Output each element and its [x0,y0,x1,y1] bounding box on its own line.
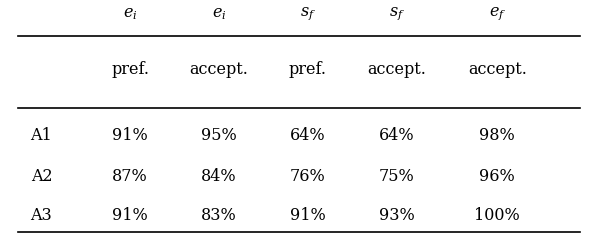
Text: 91%: 91% [112,207,148,224]
Text: A2: A2 [31,168,52,185]
Text: 84%: 84% [201,168,237,185]
Text: $e_i$: $e_i$ [212,5,226,22]
Text: accept.: accept. [468,61,527,78]
Text: 91%: 91% [112,127,148,144]
Text: 64%: 64% [290,127,326,144]
Text: pref.: pref. [289,61,327,78]
Text: 98%: 98% [480,127,515,144]
Text: accept.: accept. [189,61,249,78]
Text: 87%: 87% [112,168,148,185]
Text: 64%: 64% [379,127,414,144]
Text: 83%: 83% [201,207,237,224]
Text: 76%: 76% [290,168,326,185]
Text: $e_f$: $e_f$ [488,5,506,22]
Text: 95%: 95% [201,127,237,144]
Text: 75%: 75% [379,168,414,185]
Text: $s_f$: $s_f$ [300,5,316,22]
Text: 91%: 91% [290,207,326,224]
Text: accept.: accept. [367,61,426,78]
Text: $e_i$: $e_i$ [123,5,137,22]
Text: $s_f$: $s_f$ [389,5,404,22]
Text: pref.: pref. [111,61,149,78]
Text: 100%: 100% [474,207,520,224]
Text: 96%: 96% [480,168,515,185]
Text: 93%: 93% [379,207,414,224]
Text: A1: A1 [31,127,52,144]
Text: A3: A3 [31,207,52,224]
